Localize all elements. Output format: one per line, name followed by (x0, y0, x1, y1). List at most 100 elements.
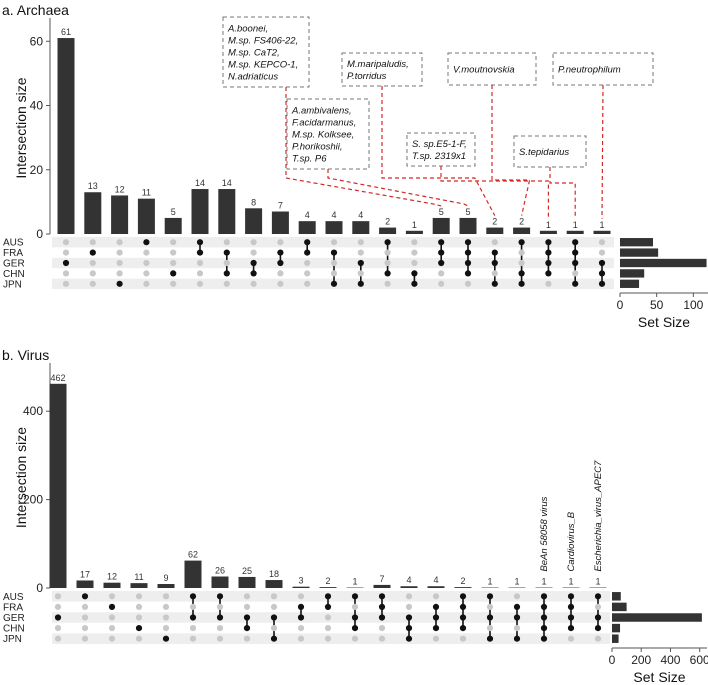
bar-value-label: 4 (331, 210, 336, 220)
annotation-box (222, 16, 310, 88)
matrix-dot-filled (324, 603, 332, 611)
intersection-bar (184, 560, 202, 588)
intersection-bar (454, 587, 472, 588)
matrix-dot-empty (62, 280, 70, 287)
matrix-dot-filled (438, 249, 445, 256)
matrix-dot-empty (411, 249, 418, 256)
bar-value-label: 25 (242, 566, 252, 576)
annotation-text: T.sp. 2319x1 (412, 151, 466, 162)
matrix-dot-empty (108, 635, 116, 642)
intersection-bar (325, 221, 343, 234)
intersection-bar (265, 580, 283, 588)
matrix-dot-filled (330, 280, 338, 287)
matrix-dot-empty (491, 270, 498, 277)
set-label-ger: GER (3, 259, 25, 270)
matrix-dot-filled (378, 593, 386, 600)
matrix-dot-empty (196, 270, 204, 277)
intersection-bar (157, 584, 175, 588)
intersection-bar (238, 576, 256, 588)
matrix-dot-filled (513, 603, 521, 611)
matrix-dot-empty (270, 593, 278, 600)
matrix-dot-empty (216, 603, 224, 611)
matrix-dot-empty (135, 603, 143, 611)
matrix-dot-empty (223, 280, 230, 287)
matrix-dot-filled (464, 259, 472, 267)
matrix-dot-filled (250, 270, 257, 277)
bar-value-label: 11 (142, 188, 151, 198)
bar-value-label: 1 (599, 220, 604, 230)
matrix-dot-empty (243, 603, 251, 611)
matrix-dot-filled (304, 249, 311, 256)
matrix-dot-filled (277, 259, 284, 267)
matrix-dot-empty (432, 635, 440, 642)
matrix-dot-filled (62, 259, 70, 267)
matrix-dot-empty (459, 635, 467, 642)
matrix-dot-empty (351, 635, 359, 642)
matrix-dot-filled (567, 593, 575, 600)
bar-value-label: 2 (460, 576, 465, 586)
y-tick-label: 60 (30, 34, 44, 48)
bar-value-label: 4 (358, 210, 363, 220)
bar-value-label: 1 (412, 220, 417, 230)
set-size-title: Set Size (638, 314, 690, 330)
matrix-dot-empty (405, 603, 413, 611)
matrix-dot-filled (196, 239, 204, 246)
intersection-bar (103, 582, 121, 588)
matrix-dot-empty (108, 593, 116, 600)
matrix-dot-filled (243, 614, 251, 621)
matrix-dot-empty (270, 603, 278, 611)
matrix-dot-filled (486, 635, 494, 642)
matrix-dot-empty (189, 603, 197, 611)
matrix-dot-filled (598, 280, 606, 287)
matrix-dot-empty (486, 603, 494, 611)
bar-value-label: 1 (568, 577, 573, 587)
matrix-dot-filled (89, 249, 96, 256)
intersection-bar (427, 586, 445, 588)
intersection-bar (319, 587, 337, 588)
intersection-bar (405, 230, 423, 234)
annotation-text: M.sp. FS406-22, (228, 36, 298, 47)
intersection-bar (130, 583, 148, 588)
matrix-dot-filled (540, 614, 548, 621)
bar-value-label: 1 (546, 220, 551, 230)
matrix-dot-empty (223, 259, 230, 267)
set-size-tick-label: 200 (631, 653, 651, 667)
matrix-dot-empty (81, 625, 89, 632)
matrix-dot-empty (62, 239, 70, 246)
matrix-dot-filled (108, 603, 116, 611)
bar-value-label: 3 (298, 576, 303, 586)
matrix-dot-filled (297, 614, 305, 621)
matrix-dot-empty (491, 239, 498, 246)
matrix-dot-filled (297, 603, 305, 611)
matrix-dot-empty (384, 280, 391, 287)
matrix-dot-filled (545, 270, 552, 277)
matrix-dot-filled (243, 625, 251, 632)
bar-value-label: 462 (50, 373, 65, 383)
annotation-leader (601, 84, 604, 219)
bar-value-label: 1 (487, 577, 492, 587)
matrix-dot-empty (378, 625, 386, 632)
bar-value-label: 26 (215, 566, 225, 576)
matrix-dot-empty (438, 280, 445, 287)
bar-value-label: 1 (573, 220, 578, 230)
matrix-dot-filled (170, 270, 177, 277)
matrix-dot-empty (250, 239, 257, 246)
matrix-dot-empty (54, 593, 62, 600)
intersection-bar (566, 230, 584, 234)
set-label-ger: GER (3, 613, 25, 624)
matrix-dot-filled (81, 593, 89, 600)
set-size-bar (612, 613, 702, 622)
matrix-dot-filled (594, 593, 602, 600)
set-size-bar (612, 634, 619, 643)
annotation-leader (381, 86, 496, 216)
matrix-dot-empty (162, 625, 170, 632)
matrix-dot-filled (189, 614, 197, 621)
annotation-text: P.neutrophilum (558, 65, 621, 76)
matrix-dot-empty (330, 239, 338, 246)
annotation-leader (491, 85, 531, 216)
annotation-leader (285, 87, 442, 207)
matrix-dot-empty (89, 259, 96, 267)
matrix-dot-filled (143, 239, 150, 246)
matrix-dot-filled (432, 603, 440, 611)
